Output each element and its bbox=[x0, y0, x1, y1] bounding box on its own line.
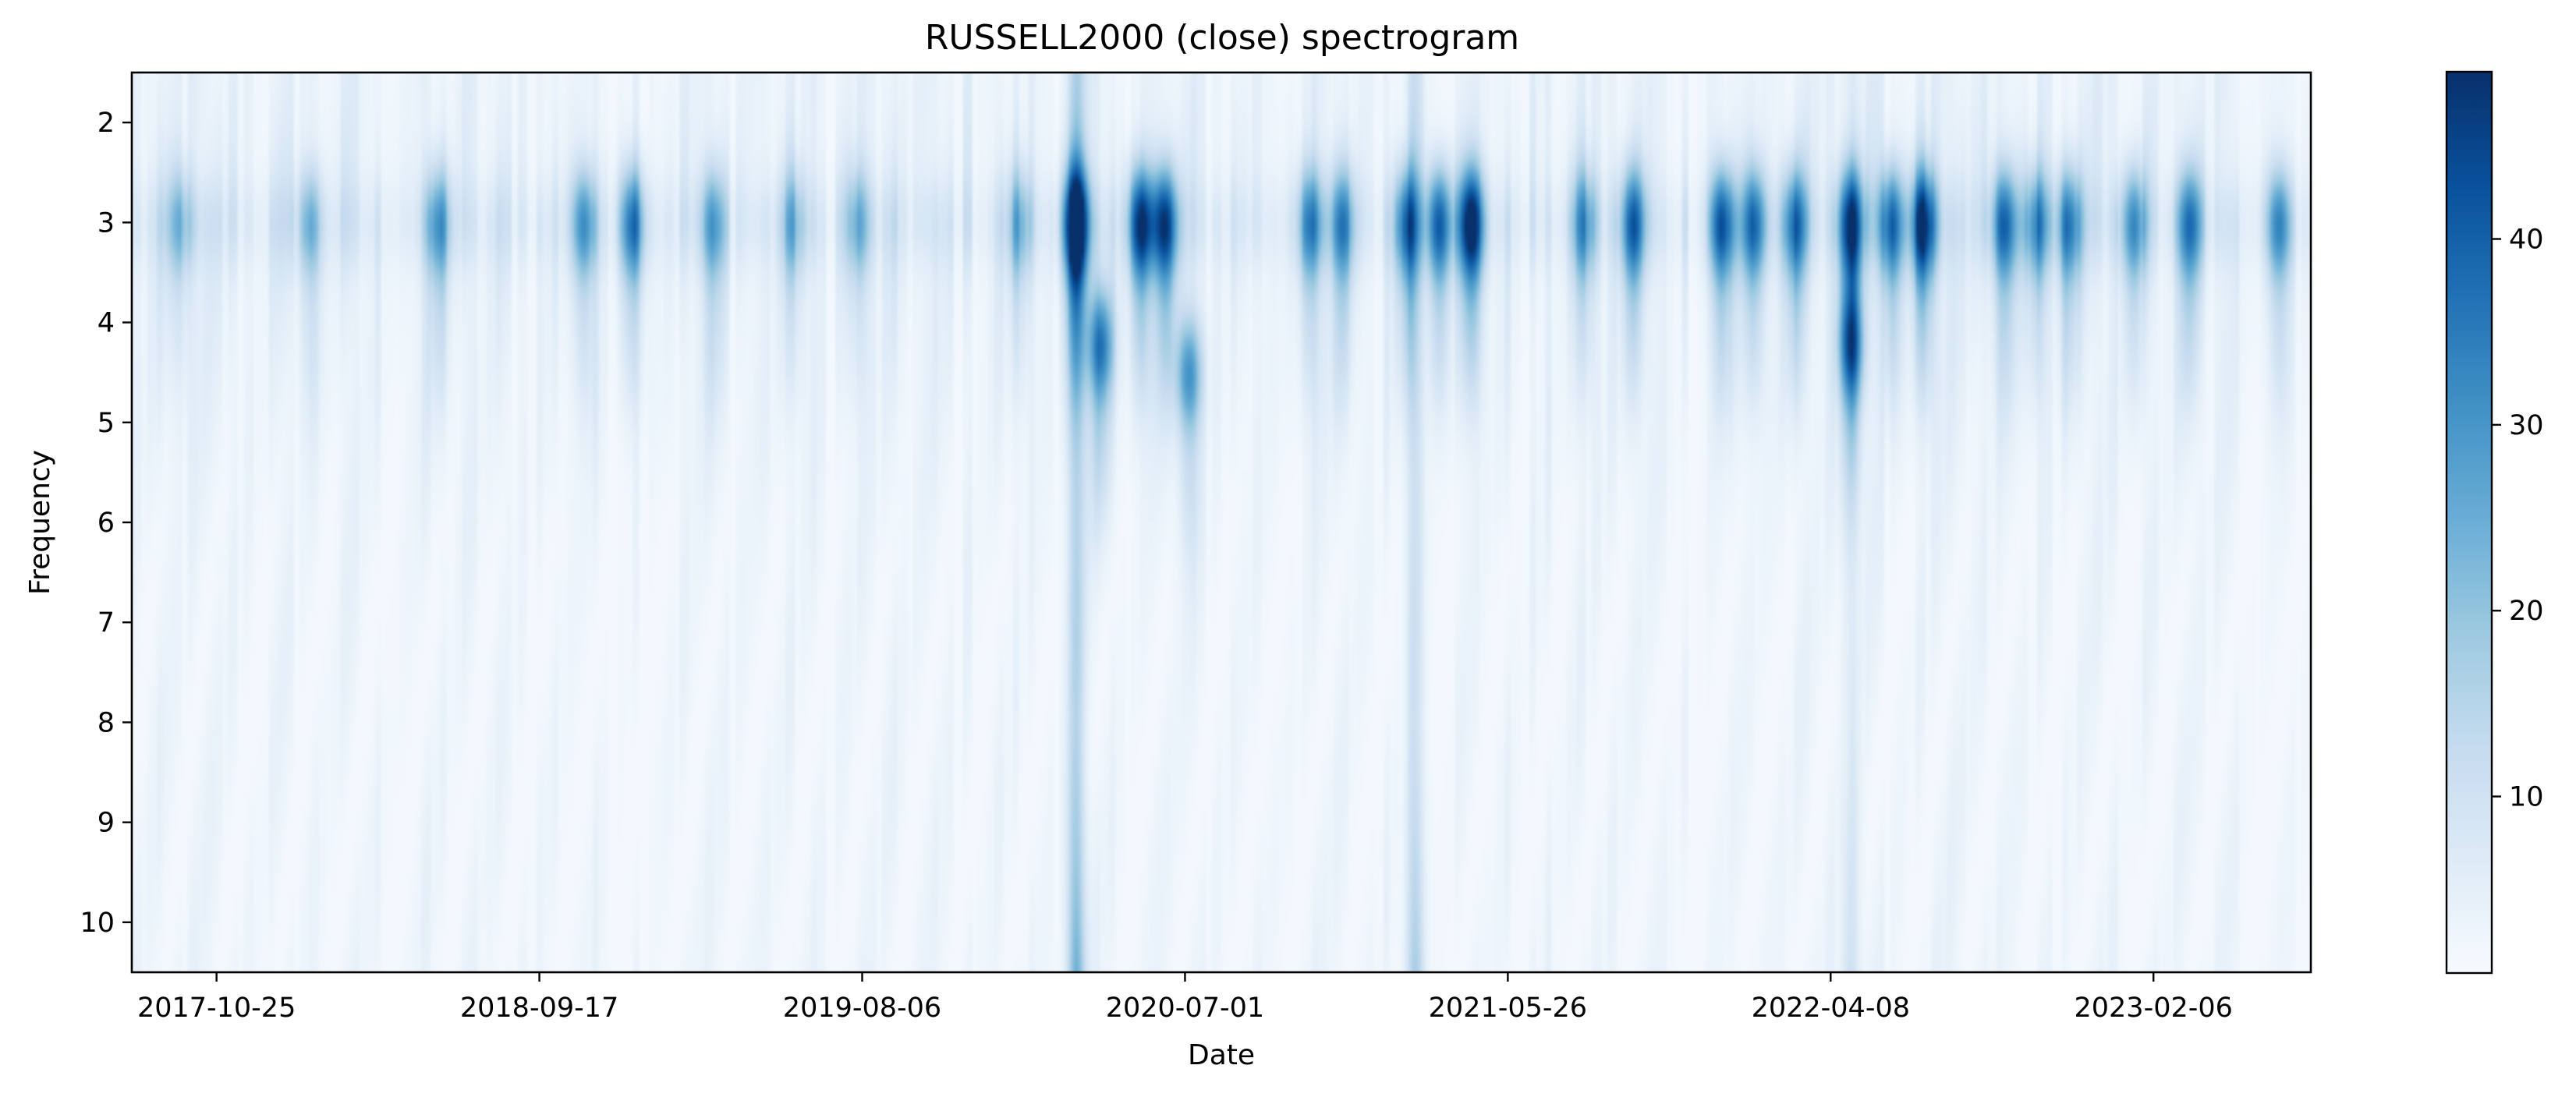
x-axis-ticks: 2017-10-25 2018-09-17 2019-08-06 2020-07-01… bbox=[137, 972, 2233, 1024]
colorbar-tick-label: 30 bbox=[2509, 410, 2544, 441]
y-tick-label: 2 bbox=[97, 108, 115, 139]
chart-title: RUSSELL2000 (close) spectrogram bbox=[925, 18, 1519, 58]
colorbar-tick-label: 10 bbox=[2509, 782, 2544, 813]
heatmap-image bbox=[132, 73, 2311, 972]
y-tick-label: 8 bbox=[97, 707, 115, 738]
x-axis-label: Date bbox=[1188, 1039, 1255, 1071]
y-tick-label: 6 bbox=[97, 508, 115, 539]
y-axis-label: Frequency bbox=[24, 450, 56, 595]
colorbar-tick-label: 20 bbox=[2509, 596, 2544, 627]
y-tick-label: 9 bbox=[97, 808, 115, 839]
x-tick-label: 2017-10-25 bbox=[137, 993, 296, 1024]
colorbar-ticks: 10 20 30 40 bbox=[2492, 225, 2544, 813]
y-tick-label: 10 bbox=[80, 908, 115, 939]
y-axis-ticks: 2 3 4 5 6 7 8 9 10 bbox=[80, 108, 132, 939]
y-tick-label: 5 bbox=[97, 408, 115, 439]
x-tick-label: 2022-04-08 bbox=[1752, 993, 1910, 1024]
y-tick-label: 3 bbox=[97, 207, 115, 239]
colorbar-frame bbox=[2445, 70, 2493, 975]
y-tick-label: 4 bbox=[97, 308, 115, 339]
colorbar: 10 20 30 40 bbox=[2445, 70, 2544, 975]
plot-area bbox=[130, 71, 2312, 974]
x-tick-label: 2019-08-06 bbox=[783, 993, 941, 1024]
y-tick-label: 7 bbox=[97, 607, 115, 639]
x-tick-label: 2023-02-06 bbox=[2075, 993, 2233, 1024]
colorbar-tick-label: 40 bbox=[2509, 225, 2544, 256]
x-tick-label: 2018-09-17 bbox=[460, 993, 618, 1024]
x-tick-label: 2020-07-01 bbox=[1106, 993, 1264, 1024]
colorbar-gradient bbox=[2447, 72, 2492, 973]
x-tick-label: 2021-05-26 bbox=[1429, 993, 1587, 1024]
